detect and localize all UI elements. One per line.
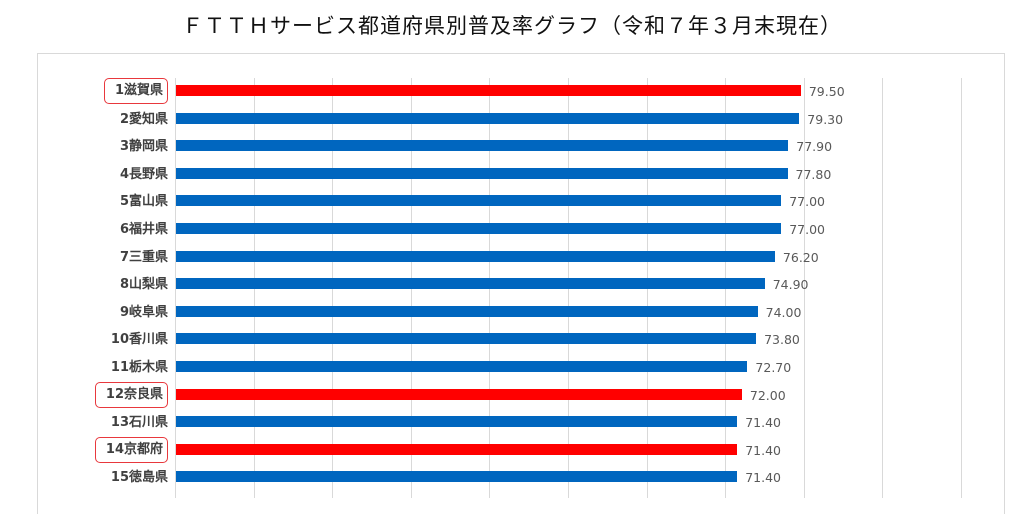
value-label: 72.70 <box>755 360 792 375</box>
bar-row: 15徳島県 71.40 <box>0 464 1024 491</box>
bar-row: 14京都府 71.40 <box>0 436 1024 464</box>
value-label: 77.80 <box>795 166 832 182</box>
value-label: 74.90 <box>772 277 809 293</box>
category-label: 6福井県 <box>119 222 168 237</box>
bar-row: 12奈良県 72.00 <box>0 381 1024 409</box>
gridline <box>882 78 883 498</box>
category-label: 12奈良県 <box>94 381 168 408</box>
gridline <box>804 78 805 498</box>
bar-highlighted <box>176 388 742 400</box>
value-label: 71.40 <box>745 470 781 486</box>
y-axis-line <box>175 78 176 498</box>
bar-highlighted <box>176 443 738 455</box>
bar-row: 8山梨県 74.90 <box>0 271 1024 298</box>
value-label: 76.20 <box>782 249 819 265</box>
bar-row: 6福井県 77.00 <box>0 216 1024 243</box>
value-label: 79.30 <box>807 111 844 127</box>
value-label: 71.40 <box>745 442 781 458</box>
value-label: 72.00 <box>749 387 786 403</box>
category-label: 8山梨県 <box>119 277 168 293</box>
bar-row: 5富山県 77.00 <box>0 188 1024 215</box>
category-label: 4長野県 <box>119 166 168 182</box>
bar-row: 9岐阜県 74.00 <box>0 299 1024 326</box>
bar <box>176 250 775 262</box>
bar <box>176 223 782 234</box>
category-label: 10香川県 <box>110 332 168 348</box>
bar <box>176 195 782 207</box>
bar-highlighted <box>176 85 801 96</box>
value-label: 77.00 <box>789 194 826 210</box>
bar <box>176 167 788 179</box>
value-label: 79.50 <box>808 84 845 99</box>
category-label: 15徳島県 <box>110 470 168 486</box>
category-label: 5富山県 <box>119 194 168 210</box>
bar-row: 1滋賀県 79.50 <box>0 78 1024 105</box>
bar <box>176 471 738 483</box>
category-label: 2愛知県 <box>119 111 168 127</box>
bar <box>176 278 765 290</box>
category-label: 9岐阜県 <box>119 304 168 320</box>
value-label: 71.40 <box>745 415 781 431</box>
bar <box>176 416 738 428</box>
bar <box>176 112 800 124</box>
value-label: 73.80 <box>764 332 800 348</box>
bar <box>176 333 757 345</box>
category-label: 1滋賀県 <box>103 78 168 104</box>
bar <box>176 140 789 152</box>
bar-row: 11栃木県 72.70 <box>0 354 1024 381</box>
chart-title: ＦＴＴＨサービス都道府県別普及率グラフ（令和７年３月末現在） <box>182 14 842 38</box>
bar-row: 7三重県 76.20 <box>0 244 1024 271</box>
bar-row: 4長野県 77.80 <box>0 161 1024 188</box>
category-label: 11栃木県 <box>110 360 168 375</box>
bar <box>176 305 758 317</box>
bar-row: 2愛知県 79.30 <box>0 106 1024 133</box>
bar-row: 10香川県 73.80 <box>0 326 1024 353</box>
category-label: 7三重県 <box>119 249 168 265</box>
category-label: 3静岡県 <box>119 139 168 155</box>
value-label: 77.00 <box>789 222 826 237</box>
category-label: 14京都府 <box>94 436 168 463</box>
bar-row: 13石川県 71.40 <box>0 409 1024 436</box>
bar-row: 3静岡県 77.90 <box>0 133 1024 160</box>
value-label: 77.90 <box>796 139 833 155</box>
category-label: 13石川県 <box>110 415 168 431</box>
value-label: 74.00 <box>765 304 802 320</box>
gridline <box>961 78 962 498</box>
bar <box>176 361 748 372</box>
